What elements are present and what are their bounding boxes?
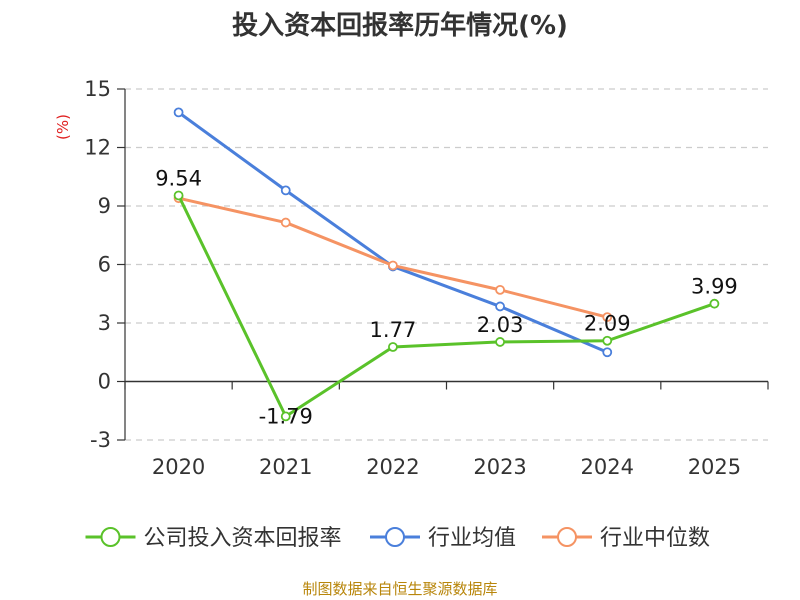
data-point (602, 312, 613, 323)
series-lines (173, 107, 720, 422)
series-line-1 (177, 111, 608, 354)
data-label: 9.54 (155, 166, 202, 190)
data-label: -1.79 (259, 404, 313, 428)
y-tick-label: 12 (84, 136, 111, 160)
legend-item-2[interactable]: 行业中位数 (542, 526, 710, 551)
y-axis-unit-label: (%) (54, 114, 72, 140)
legend-marker-icon (557, 527, 577, 547)
data-label: 2.09 (584, 312, 631, 336)
data-label: 2.03 (477, 313, 524, 337)
chart-title: 投入资本回报率历年情况(%) (232, 10, 568, 41)
source-note: 制图数据来自恒生聚源数据库 (302, 580, 497, 598)
data-point (280, 185, 291, 196)
x-tick-label: 2025 (688, 455, 741, 479)
legend[interactable]: 公司投入资本回报率 行业均值 行业中位数 (85, 526, 711, 551)
axes: 15 12 9 6 3 0 -3 2020 2021 2022 2023 2024 2025 (84, 77, 769, 479)
x-tick-label: 2021 (259, 455, 312, 479)
x-tick-label: 2020 (152, 455, 205, 479)
data-point (280, 217, 291, 228)
data-point (602, 335, 613, 346)
legend-marker-icon (100, 527, 121, 547)
series-line-0 (177, 194, 715, 418)
data-point (173, 190, 184, 201)
data-point (280, 411, 291, 422)
legend-item-1[interactable]: 行业均值 (370, 526, 516, 551)
legend-label: 公司投入资本回报率 (144, 526, 342, 551)
y-tick-label: 15 (84, 77, 111, 101)
y-tick-label: 6 (98, 253, 111, 277)
legend-item-0[interactable]: 公司投入资本回报率 (85, 526, 342, 551)
series-line-2 (178, 196, 608, 319)
data-point (388, 260, 398, 271)
data-labels: 9.54 -1.79 1.77 2.03 2.09 3.99 (155, 166, 738, 428)
data-label: 1.77 (370, 318, 417, 342)
data-point (495, 284, 505, 295)
y-tick-label: -3 (90, 428, 111, 452)
y-tick-label: 9 (98, 194, 111, 218)
x-tick-label: 2022 (366, 455, 419, 479)
data-point (602, 347, 613, 358)
y-tick-label: 0 (98, 370, 111, 394)
data-point (495, 301, 505, 312)
legend-label: 行业均值 (428, 526, 516, 551)
x-tick-label: 2024 (581, 455, 634, 479)
grid-lines (125, 88, 768, 441)
data-point (495, 337, 505, 347)
data-point (709, 298, 720, 309)
legend-label: 行业中位数 (600, 526, 710, 551)
data-point (388, 342, 398, 352)
data-point (173, 107, 184, 118)
x-tick-label: 2023 (473, 455, 526, 479)
legend-marker-icon (385, 527, 405, 547)
y-tick-label: 3 (98, 311, 111, 335)
data-label: 3.99 (691, 275, 738, 299)
